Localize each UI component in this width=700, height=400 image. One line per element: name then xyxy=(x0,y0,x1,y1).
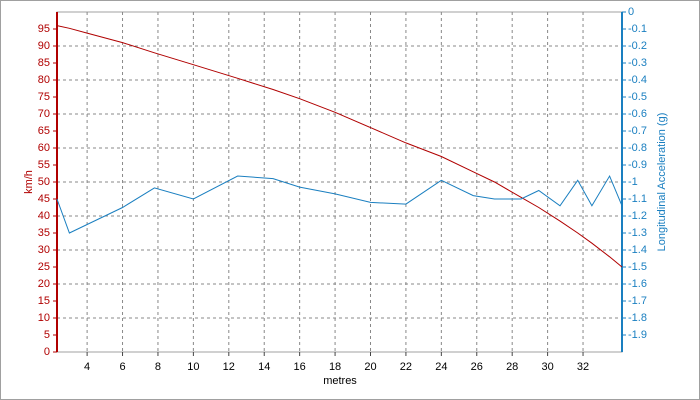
y-tick-label: 65 xyxy=(38,125,50,137)
y-tick-label: 80 xyxy=(38,74,50,86)
y-tick-label: 95 xyxy=(38,23,50,35)
x-tick-label: 6 xyxy=(119,361,125,373)
y2-tick-label: -0.8 xyxy=(628,142,647,154)
series-line xyxy=(56,174,623,234)
y2-tick-label: -0.9 xyxy=(628,159,647,171)
y2-axis-label: Longitudinal Acceleration (g) xyxy=(656,113,668,252)
y-tick-label: 35 xyxy=(38,227,50,239)
y-tick-label: 50 xyxy=(38,176,50,188)
y2-tick-label: -0.7 xyxy=(628,125,647,137)
y2-tick-label: -1.1 xyxy=(628,193,647,205)
y-tick-label: 60 xyxy=(38,142,50,154)
y2-tick-label: -0.6 xyxy=(628,108,647,120)
x-tick-label: 18 xyxy=(329,361,341,373)
y2-tick-label: -0.3 xyxy=(628,57,647,69)
y-tick-label: 85 xyxy=(38,57,50,69)
y2-tick-label: -1.4 xyxy=(628,244,647,256)
y2-tick-label: -1.5 xyxy=(628,261,647,273)
x-axis-label: metres xyxy=(323,375,357,387)
y-axis-label: km/h xyxy=(23,170,35,194)
x-tick-label: 8 xyxy=(155,361,161,373)
y2-tick-label: -0.2 xyxy=(628,40,647,52)
x-tick-label: 4 xyxy=(84,361,90,373)
y-tick-label: 10 xyxy=(38,312,50,324)
y2-tick-label: -1.3 xyxy=(628,227,647,239)
x-tick-label: 20 xyxy=(364,361,376,373)
y2-tick-label: -0.5 xyxy=(628,91,647,103)
x-tick-label: 24 xyxy=(435,361,447,373)
x-tick-label: 30 xyxy=(541,361,553,373)
y-tick-label: 55 xyxy=(38,159,50,171)
y-tick-label: 75 xyxy=(38,91,50,103)
y2-tick-label: -1.6 xyxy=(628,278,647,290)
x-tick-label: 22 xyxy=(400,361,412,373)
x-tick-label: 12 xyxy=(223,361,235,373)
y-tick-label: 45 xyxy=(38,193,50,205)
y2-tick-label: -0.4 xyxy=(628,74,647,86)
y2-tick-label: 0 xyxy=(628,6,634,18)
y-tick-label: 25 xyxy=(38,261,50,273)
y2-tick-label: -1.7 xyxy=(628,295,647,307)
y-tick-label: 5 xyxy=(44,329,50,341)
series-line xyxy=(56,25,623,268)
y2-tick-label: -1.2 xyxy=(628,210,647,222)
y-tick-label: 90 xyxy=(38,40,50,52)
y-tick-label: 30 xyxy=(38,244,50,256)
x-tick-label: 16 xyxy=(294,361,306,373)
y2-tick-label: -1.9 xyxy=(628,329,647,341)
x-tick-label: 28 xyxy=(506,361,518,373)
y-tick-label: 15 xyxy=(38,295,50,307)
x-tick-label: 14 xyxy=(258,361,270,373)
y-tick-label: 70 xyxy=(38,108,50,120)
y2-tick-label: -1 xyxy=(628,176,638,188)
x-tick-label: 32 xyxy=(577,361,589,373)
x-tick-label: 10 xyxy=(187,361,199,373)
y2-tick-label: -1.8 xyxy=(628,312,647,324)
y-tick-label: 20 xyxy=(38,278,50,290)
y-tick-label: 40 xyxy=(38,210,50,222)
x-tick-label: 26 xyxy=(471,361,483,373)
y2-tick-label: -0.1 xyxy=(628,23,647,35)
y-tick-label: 0 xyxy=(44,346,50,358)
